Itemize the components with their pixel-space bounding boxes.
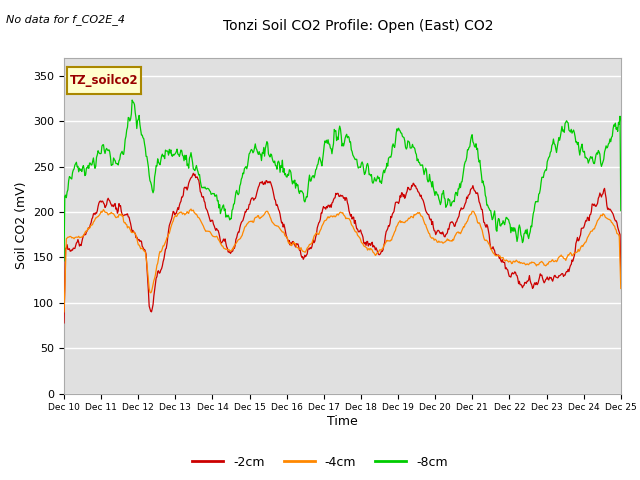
- Legend: -2cm, -4cm, -8cm: -2cm, -4cm, -8cm: [187, 451, 453, 474]
- Text: Tonzi Soil CO2 Profile: Open (East) CO2: Tonzi Soil CO2 Profile: Open (East) CO2: [223, 19, 493, 33]
- Text: TZ_soilco2: TZ_soilco2: [70, 74, 138, 87]
- Text: No data for f_CO2E_4: No data for f_CO2E_4: [6, 14, 125, 25]
- Y-axis label: Soil CO2 (mV): Soil CO2 (mV): [15, 182, 28, 269]
- X-axis label: Time: Time: [327, 415, 358, 428]
